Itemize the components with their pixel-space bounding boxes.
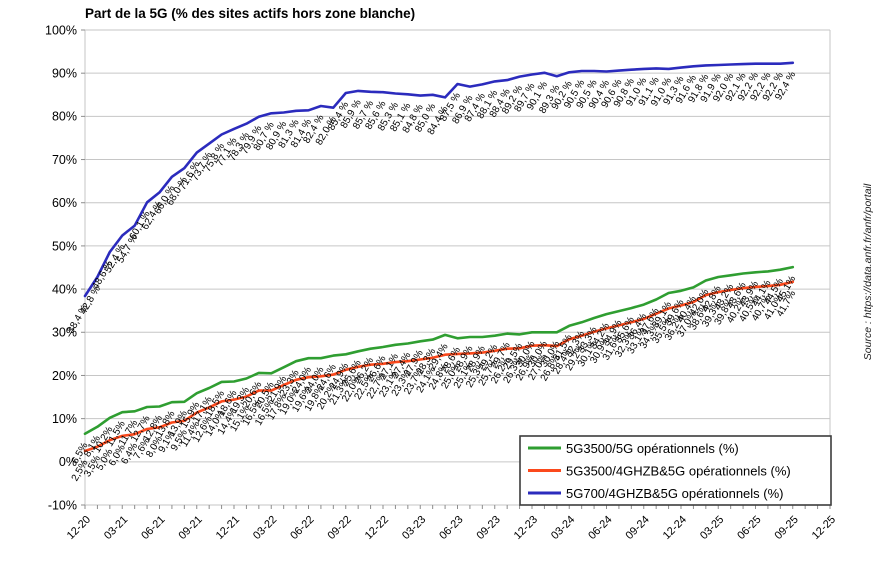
x-tick-label: 12-23 <box>512 514 540 542</box>
gridlines <box>84 29 831 506</box>
y-tick-label: -10% <box>48 498 77 512</box>
legend-label: 5G3500/4GHZB&5G opérationnels (%) <box>566 463 791 478</box>
x-tick-label: 03-22 <box>251 514 279 542</box>
y-axis: 100% 90% 80% 70% 60% 50% 40% 30% 20% 10% 0% -10% <box>45 23 85 512</box>
legend-label: 5G3500/5G opérationnels (%) <box>566 441 739 456</box>
x-tick-label: 06-24 <box>586 514 614 542</box>
x-tick-label: 12-22 <box>363 514 391 542</box>
x-tick-label: 06-21 <box>139 514 167 542</box>
y-tick-label: 80% <box>52 110 77 124</box>
y-tick-label: 40% <box>52 282 77 296</box>
x-tick-label: 09-25 <box>772 514 800 542</box>
y-tick-label: 60% <box>52 196 77 210</box>
x-tick-label: 12-24 <box>661 514 689 542</box>
series-line-2 <box>83 61 795 298</box>
series-labels-1: 2,5%3,5%5,0%6,0%6,4%7,6%8,0%9,1%9,5%11,4… <box>70 289 799 484</box>
x-tick-label: 06-25 <box>735 514 763 542</box>
y-tick-label: 50% <box>52 239 77 253</box>
legend-label: 5G700/4GHZB&5G opérationnels (%) <box>566 486 784 501</box>
x-tick-label: 09-23 <box>474 514 502 542</box>
y-tick-label: 70% <box>52 153 77 167</box>
x-tick-label: 03-23 <box>400 514 428 542</box>
y-tick-label: 0% <box>59 455 77 469</box>
x-tick-label: 09-22 <box>325 514 353 542</box>
y-tick-label: 90% <box>52 67 77 81</box>
y-tick-label: 10% <box>52 412 77 426</box>
x-tick-label: 12-21 <box>214 514 242 542</box>
series-line-0 <box>83 265 795 436</box>
x-tick-label: 12-20 <box>65 514 93 542</box>
y-tick-label: 20% <box>52 369 77 383</box>
x-tick-label: 06-22 <box>288 514 316 542</box>
x-tick-label: 09-24 <box>623 514 651 542</box>
chart-title: Part de la 5G (% des sites actifs hors z… <box>85 6 416 21</box>
series-labels-0: 6,5%8,1%10,2%11,5%11,7%12,7%12,8%13,8%13… <box>70 274 799 466</box>
y-tick-label: 100% <box>45 23 77 37</box>
series-line-1 <box>83 280 795 453</box>
x-axis: 12-20 03-21 06-21 09-21 12-21 03-22 06-22 09-22… <box>65 505 838 542</box>
y-tick-label: 30% <box>52 326 77 340</box>
x-tick-label: 03-24 <box>549 514 577 542</box>
source-note-text: Source : https://data.anfr.fr/anfr/porta… <box>862 183 874 361</box>
chart-legend: 5G3500/5G opérationnels (%) 5G3500/4GHZB&… <box>519 435 832 506</box>
x-tick-label: 03-21 <box>102 514 130 542</box>
x-tick-label: 09-21 <box>176 514 204 542</box>
x-tick-label: 03-25 <box>698 514 726 542</box>
x-tick-label: 06-23 <box>437 514 465 542</box>
x-tick-label: 12-25 <box>810 514 838 542</box>
